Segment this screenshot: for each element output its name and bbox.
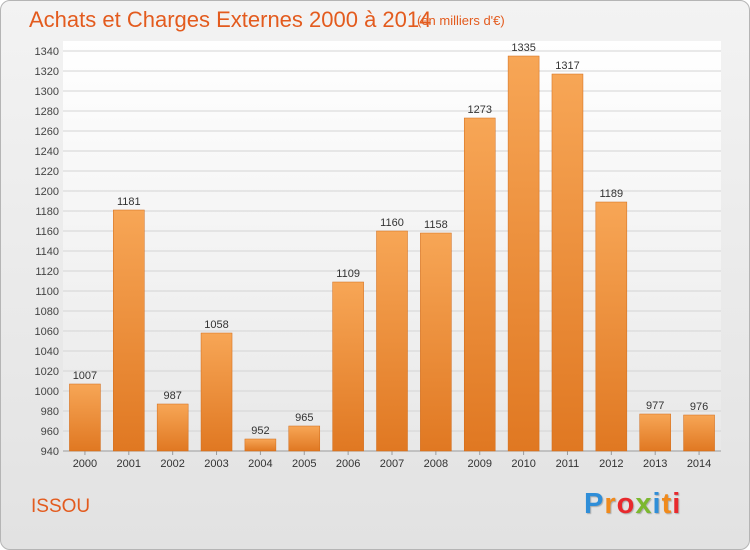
- data-label: 1007: [73, 370, 97, 382]
- y-tick-label: 980: [41, 406, 59, 418]
- data-label: 976: [690, 401, 708, 413]
- y-tick-label: 1320: [35, 66, 59, 78]
- logo-letter: r: [604, 488, 617, 520]
- bar-2007: [376, 230, 408, 452]
- data-label: 1158: [424, 219, 448, 231]
- bar-2011: [551, 73, 584, 452]
- bar-2012: [595, 201, 628, 452]
- logo-letter: o: [616, 488, 636, 520]
- y-tick-label: 1140: [35, 246, 59, 258]
- bar-2008: [420, 232, 452, 452]
- logo-letter: x: [635, 488, 653, 520]
- logo-letter: P: [584, 488, 605, 520]
- x-tick-label: 2001: [117, 458, 141, 470]
- data-label: 1058: [204, 319, 228, 331]
- bar-2013: [639, 413, 671, 452]
- data-label: 1335: [511, 42, 535, 54]
- y-tick-label: 1060: [35, 326, 59, 338]
- x-tick-label: 2000: [73, 458, 97, 470]
- x-tick-label: 2010: [511, 458, 535, 470]
- bar-2004: [244, 438, 277, 452]
- bar-2002: [156, 403, 189, 452]
- x-tick-label: 2003: [204, 458, 228, 470]
- x-tick-label: 2011: [556, 458, 580, 470]
- y-tick-label: 1240: [35, 146, 59, 158]
- proxiti-logo[interactable]: Proxiti: [584, 488, 681, 521]
- x-tick-label: 2009: [467, 458, 491, 470]
- bar-2014: [683, 414, 715, 452]
- y-tick-label: 1160: [35, 226, 59, 238]
- bar-2006: [332, 281, 364, 452]
- x-tick-label: 2005: [292, 458, 316, 470]
- y-tick-label: 960: [41, 426, 59, 438]
- x-tick-label: 2007: [380, 458, 404, 470]
- y-tick-label: 1200: [35, 186, 59, 198]
- y-tick-label: 1220: [35, 166, 59, 178]
- x-tick-label: 2013: [643, 458, 667, 470]
- y-tick-label: 1260: [35, 126, 59, 138]
- bar-2000: [69, 383, 101, 452]
- chart-unit: (en milliers d'€): [417, 13, 505, 28]
- y-tick-label: 1120: [35, 266, 59, 278]
- commune-name: ISSOU: [31, 496, 91, 517]
- logo-letter: i: [672, 488, 682, 520]
- data-label: 1189: [600, 188, 624, 200]
- bar-2010: [507, 55, 540, 452]
- bar-2009: [463, 117, 496, 452]
- logo-letter: i: [652, 488, 662, 520]
- chart-title: Achats et Charges Externes 2000 à 2014: [29, 7, 432, 32]
- x-tick-label: 2008: [424, 458, 448, 470]
- y-tick-label: 1000: [35, 386, 59, 398]
- data-label: 977: [646, 400, 664, 412]
- data-label: 1317: [555, 60, 579, 72]
- data-label: 965: [295, 412, 313, 424]
- logo-letter: t: [661, 488, 673, 520]
- data-label: 1160: [380, 217, 404, 229]
- y-tick-label: 1020: [35, 366, 59, 378]
- x-tick-label: 2006: [336, 458, 360, 470]
- y-tick-label: 1300: [35, 86, 59, 98]
- data-label: 1181: [117, 196, 141, 208]
- x-tick-label: 2002: [160, 458, 184, 470]
- y-tick-label: 1180: [35, 206, 59, 218]
- y-tick-label: 1040: [35, 346, 59, 358]
- bar-2003: [200, 332, 233, 452]
- y-tick-label: 940: [41, 446, 59, 458]
- data-label: 1273: [467, 104, 491, 116]
- x-tick-label: 2012: [599, 458, 623, 470]
- data-label: 952: [251, 425, 269, 437]
- x-tick-label: 2004: [248, 458, 272, 470]
- y-tick-label: 1280: [35, 106, 59, 118]
- x-tick-label: 2014: [687, 458, 711, 470]
- y-tick-label: 1340: [35, 46, 59, 58]
- bar-2001: [113, 209, 145, 452]
- y-tick-label: 1080: [35, 306, 59, 318]
- data-label: 987: [163, 390, 181, 402]
- data-label: 1109: [336, 268, 360, 280]
- y-tick-label: 1100: [35, 286, 59, 298]
- bar-2005: [288, 425, 321, 452]
